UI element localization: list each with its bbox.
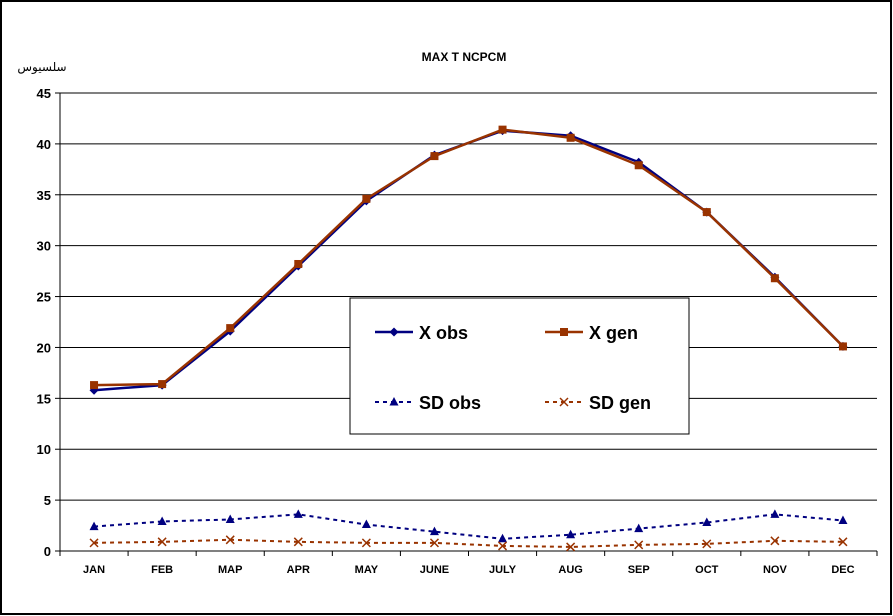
y-tick-label: 0 — [44, 544, 51, 559]
data-point-x-gen — [158, 380, 167, 389]
legend-box — [349, 297, 690, 435]
legend-label-x-gen: X gen — [589, 323, 638, 343]
data-point-sd-obs — [838, 515, 848, 524]
x-tick-label: FEB — [151, 564, 173, 576]
y-axis-label: سلسيوس — [17, 60, 66, 75]
data-point-sd-obs — [361, 519, 371, 529]
data-point-x-gen — [702, 208, 711, 217]
legend-marker-sd-gen — [559, 397, 569, 407]
series-lines — [89, 125, 848, 552]
x-tick-label: MAY — [355, 564, 379, 576]
data-point-sd-obs — [89, 521, 99, 531]
data-point-x-gen — [566, 133, 575, 142]
data-point-x-gen — [770, 274, 779, 283]
data-point-sd-gen — [89, 538, 99, 548]
x-tick-label: NOV — [763, 564, 788, 576]
legend-label-sd-obs: SD obs — [419, 393, 481, 413]
y-tick-label: 30 — [37, 239, 51, 254]
data-point-x-gen — [430, 152, 439, 161]
data-point-sd-obs — [498, 533, 508, 543]
y-tick-label: 40 — [37, 137, 51, 152]
data-point-x-gen — [294, 259, 303, 268]
data-point-x-gen — [498, 125, 507, 134]
data-point-sd-gen — [498, 541, 508, 551]
data-point-x-gen — [838, 342, 847, 351]
data-point-sd-gen — [225, 535, 235, 545]
data-point-sd-gen — [361, 538, 371, 548]
x-tick-label: APR — [287, 564, 310, 576]
series-line-x-gen — [94, 128, 844, 387]
series-line-sd-obs — [93, 513, 844, 540]
y-tick-label: 25 — [37, 290, 51, 305]
legend: X obs X gen SD obs SD gen — [349, 297, 690, 435]
data-point-sd-obs — [702, 517, 712, 527]
data-point-sd-gen — [770, 536, 780, 546]
data-point-sd-gen — [157, 537, 167, 547]
x-tick-label: MAP — [218, 564, 242, 576]
x-tick-label: OCT — [695, 564, 719, 576]
axes: 0 5 10 15 20 25 30 35 40 45 JAN FEB MAP APR MAY JUNE JUL… — [37, 86, 878, 576]
data-point-x-gen — [362, 194, 371, 203]
legend-label-x-obs: X obs — [419, 323, 468, 343]
x-tick-label: SEP — [628, 564, 650, 576]
data-point-x-gen — [634, 161, 643, 170]
data-point-sd-obs — [157, 516, 167, 525]
data-point-sd-obs — [634, 523, 644, 533]
legend-label-sd-gen: SD gen — [589, 393, 651, 413]
data-point-sd-obs — [566, 529, 576, 539]
data-point-sd-gen — [429, 538, 439, 548]
data-point-x-gen — [90, 381, 99, 390]
y-tick-label: 35 — [37, 188, 51, 203]
legend-marker-x-gen — [560, 328, 568, 336]
data-point-sd-gen — [566, 542, 576, 552]
data-point-sd-obs — [293, 509, 303, 518]
data-point-sd-gen — [702, 539, 712, 549]
y-tick-label: 5 — [44, 493, 51, 508]
y-tick-label: 45 — [37, 86, 51, 101]
x-tick-label: JUNE — [420, 564, 449, 576]
x-tick-label: JAN — [83, 564, 105, 576]
chart-title: MAX T NCPCM — [422, 50, 507, 64]
data-point-sd-obs — [225, 514, 235, 523]
data-point-sd-obs — [770, 509, 780, 518]
x-tick-label: DEC — [831, 564, 854, 576]
y-tick-label: 15 — [37, 391, 51, 406]
legend-marker-sd-obs — [389, 397, 399, 406]
series-line-sd-gen — [94, 538, 843, 548]
y-tick-label: 10 — [37, 442, 51, 457]
data-point-sd-obs — [429, 526, 439, 536]
x-tick-label: AUG — [558, 564, 582, 576]
data-point-sd-gen — [634, 540, 644, 550]
data-point-sd-gen — [838, 537, 848, 547]
x-tick-label: JULY — [489, 564, 517, 576]
y-tick-label: 20 — [37, 340, 51, 355]
data-point-x-gen — [226, 324, 235, 333]
legend-marker-x-obs — [389, 327, 399, 337]
data-point-sd-gen — [293, 537, 303, 547]
